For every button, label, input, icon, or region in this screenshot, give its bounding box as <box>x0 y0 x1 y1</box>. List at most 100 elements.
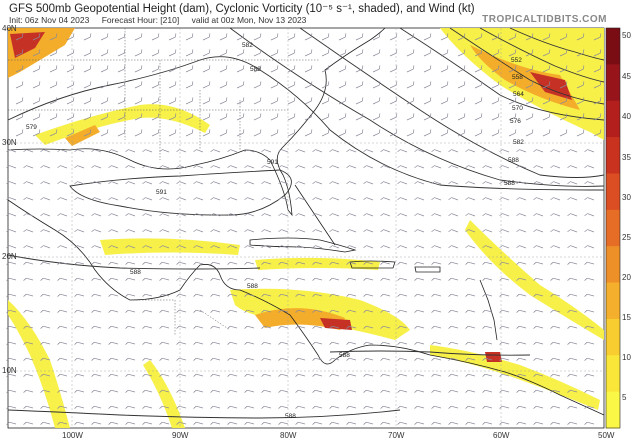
wind-barb <box>329 149 340 153</box>
wind-barb <box>508 97 517 105</box>
wind-barb <box>482 421 493 425</box>
wind-barb <box>304 33 313 41</box>
wind-barb <box>448 389 459 393</box>
wind-barb <box>576 49 585 57</box>
wind-barb <box>499 149 510 153</box>
wind-barb <box>338 97 347 105</box>
wind-barb <box>108 165 119 169</box>
wind-barb <box>567 293 578 297</box>
wind-barb <box>278 405 289 409</box>
wind-barb <box>499 277 510 281</box>
wind-barb <box>567 325 578 329</box>
wind-barb <box>363 197 374 201</box>
wind-barb <box>584 149 595 153</box>
wind-barb <box>584 325 595 329</box>
wind-barb <box>295 149 306 153</box>
wind-barb <box>295 245 306 249</box>
wind-barb <box>329 389 340 393</box>
wind-barb <box>40 373 51 377</box>
wind-barb <box>567 357 578 361</box>
contour-label: 558 <box>512 74 523 81</box>
wind-barb <box>346 229 357 233</box>
wind-barb <box>525 129 534 137</box>
wind-barb <box>244 373 255 377</box>
wind-barb <box>448 165 459 169</box>
wind-barb <box>465 181 476 185</box>
wind-barb <box>40 341 51 345</box>
wind-barb <box>431 165 442 169</box>
wind-barb <box>406 49 415 57</box>
wind-barb <box>550 421 561 425</box>
wind-barb <box>57 373 68 377</box>
wind-barb <box>355 129 364 137</box>
wind-barb <box>23 341 34 345</box>
wind-barb <box>380 373 391 377</box>
wind-barb <box>533 229 544 233</box>
wind-barb <box>23 357 34 361</box>
wind-barb <box>185 65 194 73</box>
wind-barb <box>210 405 221 409</box>
wind-barb <box>57 181 68 185</box>
wind-barb <box>482 197 493 201</box>
wind-barb <box>40 357 51 361</box>
wind-barb <box>406 33 415 41</box>
wind-barb <box>550 229 561 233</box>
wind-barb <box>270 129 279 137</box>
wind-barb <box>346 149 357 153</box>
wind-barb <box>176 277 187 281</box>
wind-barb <box>389 81 398 89</box>
wind-barb <box>66 65 75 73</box>
wind-barb <box>465 293 476 297</box>
wind-barb <box>57 421 68 425</box>
wind-barb <box>295 309 306 313</box>
wind-barb <box>406 97 415 105</box>
colorbar-segment <box>606 318 620 356</box>
map-subtitle: Init: 06z Nov 04 2023 Forecast Hour: [21… <box>9 15 316 25</box>
wind-barb <box>312 325 323 329</box>
wind-barb <box>193 357 204 361</box>
wind-barb <box>338 129 347 137</box>
wind-barb <box>23 389 34 393</box>
wind-barb <box>91 213 102 217</box>
wind-barb <box>108 421 119 425</box>
wind-barb <box>185 129 194 137</box>
colorbar-tick: 10 <box>622 353 631 362</box>
wind-barb <box>32 113 41 121</box>
wind-barb <box>23 325 34 329</box>
wind-barb <box>49 49 58 57</box>
wind-barb <box>270 65 279 73</box>
wind-barb <box>380 245 391 249</box>
wind-barb <box>448 197 459 201</box>
lon-label: 100W <box>62 431 83 440</box>
lon-label: 50W <box>598 431 615 440</box>
wind-barb <box>550 277 561 281</box>
wind-barb <box>499 309 510 313</box>
wind-barb <box>244 309 255 313</box>
wind-barb <box>6 213 17 217</box>
wind-barb <box>584 261 595 265</box>
wind-barb <box>397 325 408 329</box>
wind-barb <box>40 149 51 153</box>
wind-barb <box>244 229 255 233</box>
wind-barb <box>159 181 170 185</box>
colorbar-segment <box>606 28 620 65</box>
wind-barb <box>244 341 255 345</box>
colorbar-tick: 45 <box>622 72 631 81</box>
wind-barb <box>261 149 272 153</box>
wind-barb <box>142 277 153 281</box>
wind-barb <box>193 181 204 185</box>
wind-barb <box>159 293 170 297</box>
wind-barb <box>329 357 340 361</box>
wind-barb <box>338 33 347 41</box>
wind-barb <box>329 405 340 409</box>
wind-barb <box>227 309 238 313</box>
wind-barb <box>440 113 449 121</box>
wind-barb <box>193 341 204 345</box>
wind-barb <box>533 309 544 313</box>
wind-barb <box>295 181 306 185</box>
wind-barb <box>49 33 58 41</box>
wind-barb <box>423 129 432 137</box>
wind-barb <box>57 277 68 281</box>
wind-barb <box>142 405 153 409</box>
wind-barb <box>329 165 340 169</box>
